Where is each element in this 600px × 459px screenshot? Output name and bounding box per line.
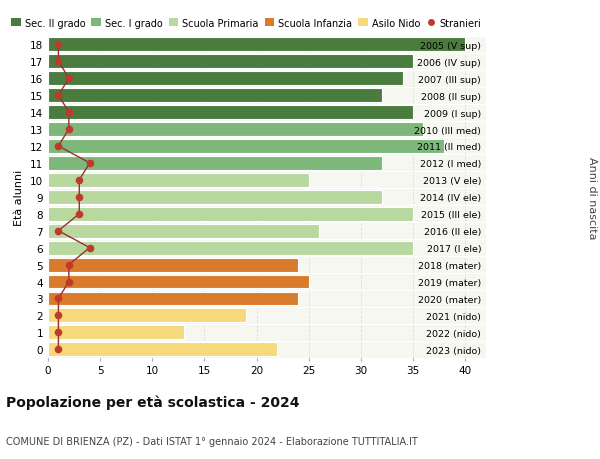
Bar [48,190,382,204]
Point [53,143,63,150]
Bar [48,55,413,69]
Bar [48,292,298,306]
Bar [48,123,424,137]
Bar [48,38,465,52]
Bar [48,241,413,255]
Bar [48,207,413,221]
Bar [48,275,309,289]
Bar [48,89,382,103]
Point [64,75,74,83]
Bar [48,326,184,340]
Point [53,295,63,302]
Bar [48,106,413,120]
Point [64,126,74,134]
Bar [48,174,309,187]
Point [53,92,63,100]
Bar [48,157,382,170]
Point [64,109,74,117]
Point [85,245,95,252]
Point [64,278,74,285]
Point [53,58,63,66]
Bar [48,224,319,238]
Y-axis label: Età alunni: Età alunni [14,169,25,225]
Point [74,211,84,218]
Point [74,177,84,184]
Bar [48,72,403,86]
Legend: Sec. II grado, Sec. I grado, Scuola Primaria, Scuola Infanzia, Asilo Nido, Stran: Sec. II grado, Sec. I grado, Scuola Prim… [11,19,481,28]
Point [74,194,84,201]
Bar [48,258,298,272]
Bar [48,140,444,154]
Point [53,312,63,319]
Point [53,228,63,235]
Text: Popolazione per età scolastica - 2024: Popolazione per età scolastica - 2024 [6,395,299,409]
Point [64,261,74,269]
Bar [48,342,277,357]
Point [53,346,63,353]
Bar [48,309,246,323]
Text: COMUNE DI BRIENZA (PZ) - Dati ISTAT 1° gennaio 2024 - Elaborazione TUTTITALIA.IT: COMUNE DI BRIENZA (PZ) - Dati ISTAT 1° g… [6,436,418,446]
Point [53,41,63,49]
Point [53,329,63,336]
Text: Anni di nascita: Anni di nascita [587,156,597,239]
Point [85,160,95,167]
